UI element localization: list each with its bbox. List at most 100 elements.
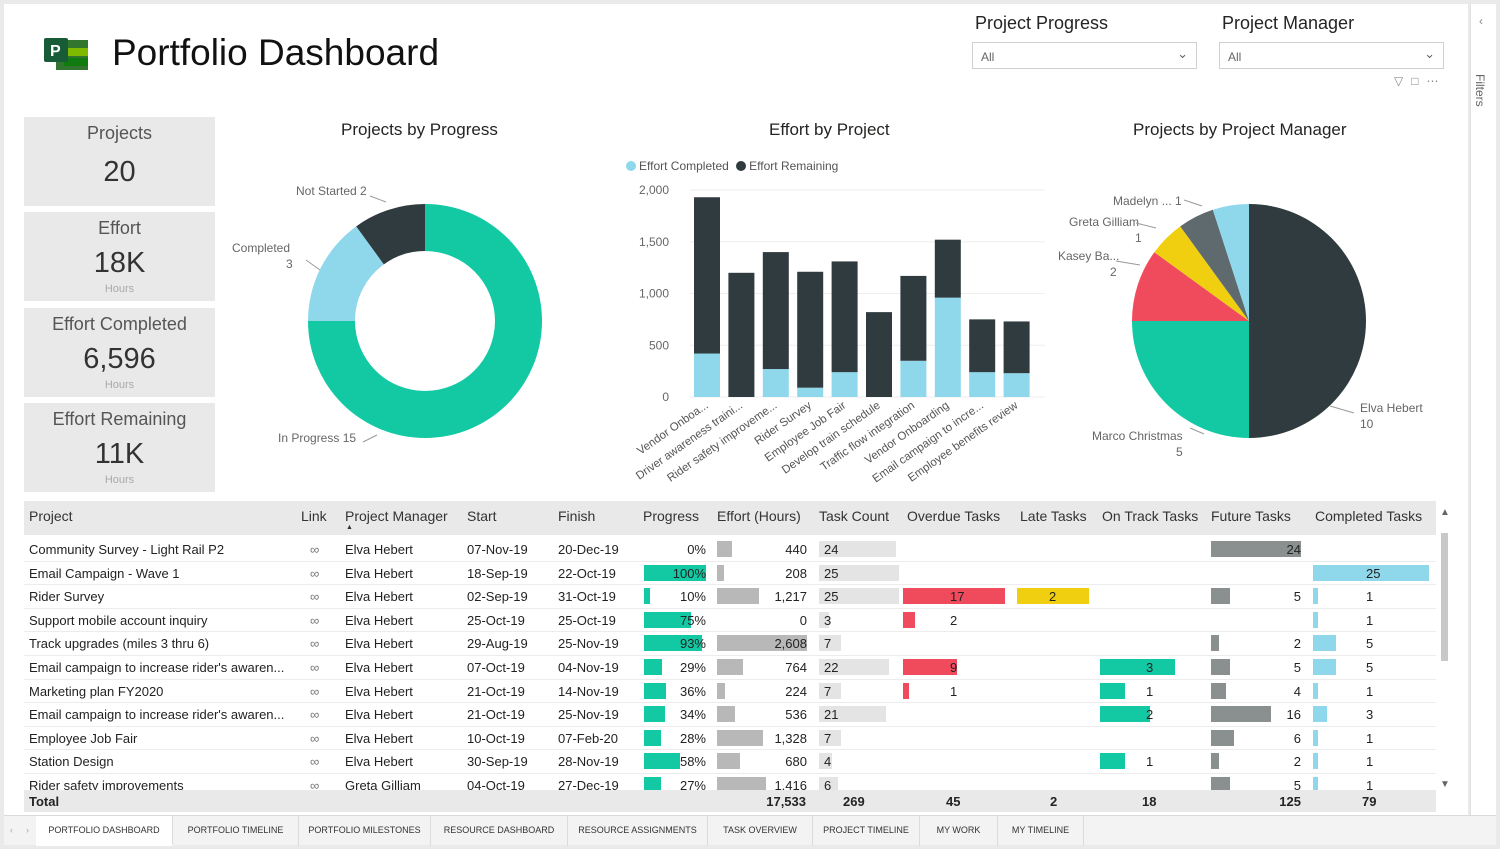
- bar-effort-completed[interactable]: [762, 369, 789, 397]
- column-header-start[interactable]: Start: [467, 508, 497, 524]
- progress-bar: [644, 564, 706, 581]
- table-row[interactable]: Marketing plan FY2020 ∞ Elva Hebert 21-Oct-…: [24, 680, 1436, 704]
- table-row[interactable]: Email Campaign - Wave 1 ∞ Elva Hebert 18-Se…: [24, 562, 1436, 586]
- pie-chart-manager[interactable]: Elva Hebert 10 Marco Christmas 5 Kasey Ba...…: [1044, 180, 1464, 470]
- card-label: Effort Completed: [52, 314, 187, 334]
- card-effort-completed: Effort Completed 6,596 Hours: [24, 308, 215, 397]
- donut-slice-completed[interactable]: [308, 226, 384, 321]
- table-row[interactable]: Support mobile account inquiry ∞ Elva Hebe…: [24, 609, 1436, 633]
- bar-effort-remaining[interactable]: [797, 271, 824, 388]
- bar-effort-remaining[interactable]: [762, 252, 789, 370]
- bar-effort-remaining[interactable]: [1003, 321, 1030, 374]
- bar-effort-completed[interactable]: [797, 387, 824, 397]
- column-header-project[interactable]: Project: [29, 508, 73, 524]
- column-header-future-tasks[interactable]: Future Tasks: [1211, 508, 1291, 524]
- tab-resource-assignments[interactable]: RESOURCE ASSIGNMENTS: [568, 816, 708, 846]
- table-row[interactable]: Email campaign to increase rider's aware…: [24, 703, 1436, 727]
- bar-effort-remaining[interactable]: [969, 319, 996, 373]
- filter-icon[interactable]: ▽: [1394, 74, 1412, 88]
- link-icon[interactable]: ∞: [310, 612, 320, 628]
- pie-leader-line: [1189, 427, 1205, 435]
- slicer-manager-dropdown[interactable]: All ⌄: [1219, 42, 1444, 69]
- link-icon[interactable]: ∞: [310, 730, 320, 746]
- table-row[interactable]: Community Survey - Light Rail P2 ∞ Elva He…: [24, 538, 1436, 562]
- donut-slice-in-progress[interactable]: [308, 204, 542, 438]
- column-header-link[interactable]: Link: [301, 508, 327, 524]
- column-header-late-tasks[interactable]: Late Tasks: [1020, 508, 1087, 524]
- focus-mode-icon[interactable]: □: [1411, 74, 1427, 88]
- pie-slice-other[interactable]: [1212, 204, 1249, 321]
- column-header-project-manager[interactable]: Project Manager: [345, 508, 448, 524]
- pie-slice-kasey-ba[interactable]: [1132, 252, 1249, 321]
- slicer-progress-dropdown[interactable]: All ⌄: [972, 42, 1197, 69]
- table-row[interactable]: Rider Survey ∞ Elva Hebert 02-Sep-19 31-Oct-…: [24, 585, 1436, 609]
- column-header-on-track-tasks[interactable]: On Track Tasks: [1102, 508, 1199, 524]
- table-row[interactable]: Track upgrades (miles 3 thru 6) ∞ Elva Heb…: [24, 632, 1436, 656]
- link-icon[interactable]: ∞: [310, 660, 320, 675]
- pie-slice-greta-gilliam[interactable]: [1154, 226, 1249, 321]
- link-icon[interactable]: ∞: [310, 754, 320, 770]
- table-scrollbar[interactable]: ▲ ▼: [1438, 501, 1452, 801]
- filters-pane-label[interactable]: Filters: [1473, 74, 1487, 107]
- tab-portfolio-milestones[interactable]: PORTFOLIO MILESTONES: [299, 816, 431, 846]
- bar-effort-completed[interactable]: [900, 360, 927, 397]
- bar-effort-remaining[interactable]: [866, 312, 892, 397]
- link-icon[interactable]: ∞: [310, 589, 320, 605]
- filters-pane[interactable]: ‹ Filters: [1470, 4, 1496, 815]
- tab-my-timeline[interactable]: MY TIMELINE: [998, 816, 1084, 846]
- pie-slice-madelyn[interactable]: [1180, 209, 1249, 321]
- bar-effort-completed[interactable]: [969, 372, 996, 397]
- column-header-finish[interactable]: Finish: [558, 508, 596, 524]
- pie-slice-marco-christmas[interactable]: [1132, 321, 1249, 438]
- pie-data-label: Kasey Ba... 2: [1058, 249, 1119, 279]
- pie-slice-elva-hebert[interactable]: [1249, 204, 1366, 438]
- table-row[interactable]: Email campaign to increase rider's aware…: [24, 656, 1436, 680]
- table-row[interactable]: Station Design ∞ Elva Hebert 30-Sep-19 28-No…: [24, 750, 1436, 774]
- column-header-effort-hours[interactable]: Effort (Hours): [717, 508, 801, 524]
- cell-effort: 224: [785, 683, 807, 699]
- link-icon[interactable]: ∞: [310, 683, 320, 699]
- link-icon[interactable]: ∞: [310, 542, 320, 557]
- bar-effort-remaining[interactable]: [900, 275, 927, 361]
- donut-slice-not-started[interactable]: [356, 204, 425, 265]
- link-icon[interactable]: ∞: [310, 778, 320, 793]
- tab-task-overview[interactable]: TASK OVERVIEW: [708, 816, 813, 846]
- bar-effort-completed[interactable]: [934, 297, 961, 397]
- report-canvas: P Portfolio Dashboard Project Progress A…: [4, 4, 1468, 815]
- late-bar: [1017, 588, 1089, 605]
- tab-next-icon[interactable]: ›: [26, 825, 29, 835]
- bar-effort-remaining[interactable]: [831, 261, 858, 373]
- bar-effort-remaining[interactable]: [728, 272, 755, 397]
- total-label: Total: [29, 794, 60, 809]
- link-icon[interactable]: ∞: [310, 636, 320, 652]
- bar-effort-completed[interactable]: [694, 353, 720, 397]
- column-header-overdue-tasks[interactable]: Overdue Tasks: [907, 508, 1001, 524]
- tab-portfolio-dashboard[interactable]: PORTFOLIO DASHBOARD: [36, 816, 173, 846]
- card-unit: Hours: [104, 283, 135, 295]
- chevron-left-icon[interactable]: ‹: [1479, 14, 1483, 28]
- scroll-thumb[interactable]: [1441, 533, 1448, 661]
- tab-project-timeline[interactable]: PROJECT TIMELINE: [813, 816, 920, 846]
- column-header-completed-tasks[interactable]: Completed Tasks: [1315, 508, 1423, 524]
- column-header-task-count[interactable]: Task Count: [819, 508, 890, 524]
- column-header-progress[interactable]: Progress: [643, 508, 700, 524]
- scroll-down-icon[interactable]: ▼: [1440, 779, 1450, 790]
- cell-task-count: 25: [824, 589, 839, 605]
- tab-portfolio-timeline[interactable]: PORTFOLIO TIMELINE: [173, 816, 299, 846]
- link-icon[interactable]: ∞: [310, 707, 320, 723]
- tab-resource-dashboard[interactable]: RESOURCE DASHBOARD: [431, 816, 568, 846]
- link-icon[interactable]: ∞: [310, 565, 320, 581]
- tab-my-work[interactable]: MY WORK: [920, 816, 998, 846]
- bar-effort-remaining[interactable]: [694, 197, 720, 354]
- table-row[interactable]: Employee Job Fair ∞ Elva Hebert 10-Oct-19 07…: [24, 727, 1436, 751]
- more-options-icon[interactable]: ⋯: [1426, 74, 1447, 88]
- bar-effort-completed[interactable]: [1003, 373, 1030, 397]
- donut-chart-progress[interactable]: In Progress 15 Completed 3 Not Started 2: [230, 180, 600, 470]
- bar-effort-completed[interactable]: [831, 372, 858, 397]
- card-projects: Projects 20: [24, 117, 215, 206]
- scroll-up-icon[interactable]: ▲: [1440, 507, 1450, 518]
- effort-bar: [717, 777, 766, 793]
- tab-prev-icon[interactable]: ‹: [10, 825, 13, 835]
- bar-effort-remaining[interactable]: [934, 239, 961, 298]
